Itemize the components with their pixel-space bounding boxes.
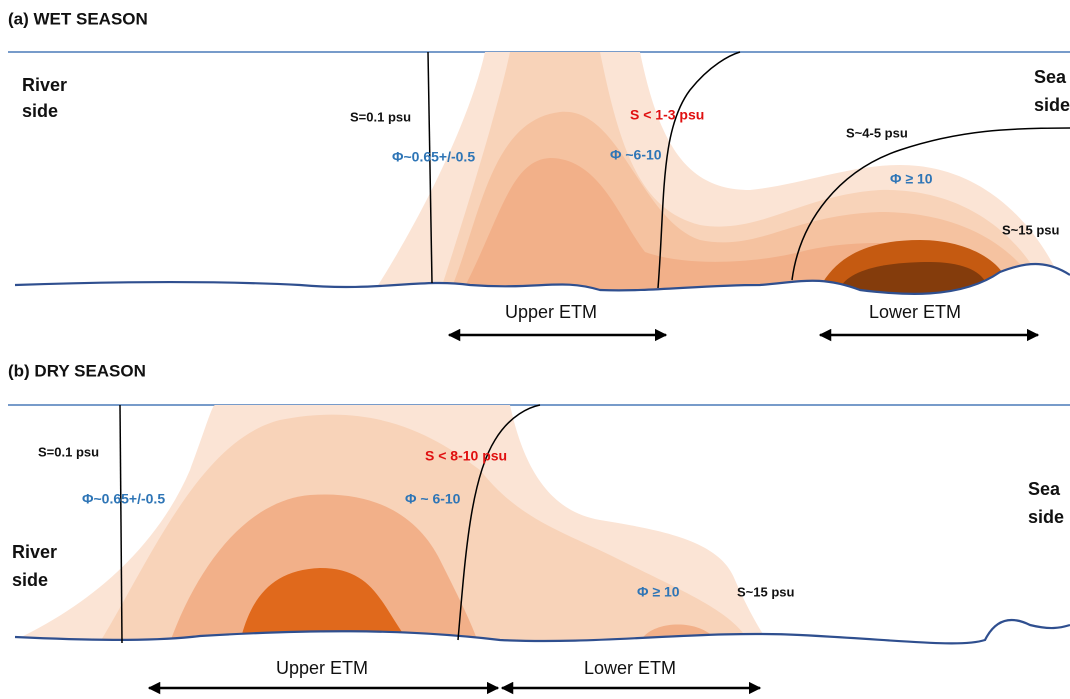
phi-label: Φ~0.65+/-0.5 <box>392 149 475 165</box>
river-label: side <box>12 570 48 590</box>
phi-label: Φ ~6-10 <box>610 147 662 163</box>
river-label: side <box>22 101 58 121</box>
salinity-label: S=0.1 psu <box>350 109 411 124</box>
etm-label: Lower ETM <box>869 302 961 322</box>
salinity-label: S < 1-3 psu <box>630 107 704 123</box>
river-label: River <box>22 75 67 95</box>
panel-title: (b) DRY SEASON <box>8 361 146 380</box>
phi-label: Φ ≥ 10 <box>637 584 680 600</box>
panel-title: (a) WET SEASON <box>8 9 148 28</box>
salinity-label: S~15 psu <box>737 584 795 599</box>
phi-label: Φ ≥ 10 <box>890 171 933 187</box>
etm-label: Upper ETM <box>505 302 597 322</box>
phi-label: Φ~0.65+/-0.5 <box>82 491 165 507</box>
salinity-label: S~15 psu <box>1002 222 1060 237</box>
etm-label: Lower ETM <box>584 658 676 678</box>
salinity-label: S < 8-10 psu <box>425 448 507 464</box>
salinity-label: S~4-5 psu <box>846 125 908 140</box>
sea-label: Sea <box>1034 67 1067 87</box>
panel-wet: (a) WET SEASON River side Sea side S=0.1… <box>8 9 1070 335</box>
phi-label: Φ ~ 6-10 <box>405 491 461 507</box>
diagram: (a) WET SEASON River side Sea side S=0.1… <box>0 0 1070 699</box>
salinity-label: S=0.1 psu <box>38 444 99 459</box>
sea-label: side <box>1028 507 1064 527</box>
etm-label: Upper ETM <box>276 658 368 678</box>
sea-label: side <box>1034 95 1070 115</box>
river-label: River <box>12 542 57 562</box>
panel-dry: (b) DRY SEASON River side Sea side S=0.1… <box>8 361 1070 688</box>
sea-label: Sea <box>1028 479 1061 499</box>
